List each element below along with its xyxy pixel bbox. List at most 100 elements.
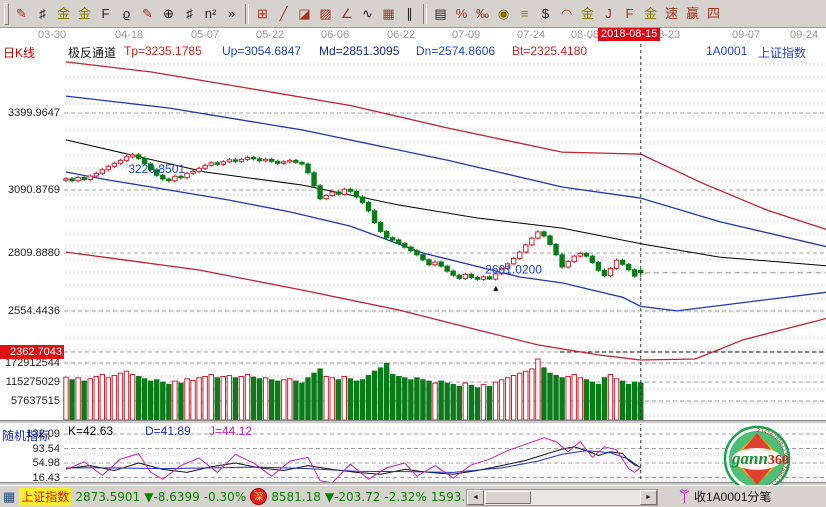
volume-axis-label: 172912544 — [4, 357, 60, 369]
permille-tool-icon[interactable]: ‰ — [476, 6, 489, 21]
symbol-code-label: 1A0001 — [706, 44, 748, 58]
draw-pen-tool-icon[interactable]: ✎ — [16, 6, 27, 21]
date-tick-label: 05-22 — [256, 29, 285, 41]
spiral-tool-icon[interactable]: ϱ — [122, 6, 131, 21]
scrollbar-thumb[interactable] — [485, 491, 531, 504]
kline-chart-canvas[interactable]: 3220.8501 2691.0200 ▲ — [0, 42, 826, 485]
win-line-tool-icon[interactable]: 赢 — [685, 6, 699, 21]
gann-wheel-tool-icon[interactable]: ⊕ — [163, 6, 174, 21]
kdj-d-value: D=41.89 — [145, 424, 191, 438]
toolbar-drag-handle[interactable] — [4, 2, 9, 25]
date-tick-label: 03-30 — [38, 29, 67, 41]
kdj-axis-label: 132.09 — [26, 428, 60, 440]
volume-kdj-separator — [0, 420, 826, 424]
volume-axis-label: 57637515 — [11, 395, 60, 407]
kdj-axis-label: 16.43 — [32, 471, 60, 484]
fan-box-tool-icon[interactable]: ◪ — [298, 6, 311, 21]
percent-retrace-tool-icon[interactable]: % — [455, 6, 468, 21]
highlighted-date-badge: 2018-08-15 — [598, 28, 661, 41]
antenna-icon — [679, 489, 690, 503]
shenzhen-seal-icon[interactable]: 深 — [250, 488, 268, 505]
channel-dn-value: Dn=2574.8606 — [416, 44, 496, 58]
j-angle-tool-icon[interactable]: J — [605, 6, 612, 21]
fibonacci-scale-tool-icon[interactable]: F — [101, 6, 110, 21]
price-annotation: 3220.8501 — [128, 162, 185, 176]
date-tick-label: 05-07 — [191, 29, 220, 41]
time-scale-tool-icon[interactable]: ♯ — [186, 6, 193, 21]
status-bar: ▦ 上证指数 2873.5901 ▼-8.6399 -0.30% 深 8581.… — [0, 485, 826, 507]
volume-axis-label: 115275029 — [5, 376, 60, 388]
fan-grid-tool-icon[interactable]: ▨ — [319, 6, 332, 21]
svg-text:gann360: gann360 — [731, 449, 789, 468]
volume-profile-tool-icon[interactable]: ▤ — [434, 6, 447, 21]
index-change-percent: -0.30% — [203, 489, 247, 504]
symbol-name-label: 上证指数 — [758, 46, 807, 60]
toolbar-separator — [423, 3, 427, 24]
four-line-tool-icon[interactable]: 四 — [706, 6, 720, 21]
date-axis: 09-24 09-07 08-23 08-08 07-24 07-09 06-22 06-06… — [0, 28, 826, 42]
f-angle-tool-icon[interactable]: F — [625, 6, 634, 21]
golden-scale-tool-icon[interactable]: 金 — [56, 6, 70, 21]
price-label-tool-icon[interactable]: $ — [541, 6, 550, 21]
horizontal-scrollbar[interactable]: ◄ ► — [466, 489, 658, 506]
kdj-j-value: J=44.12 — [209, 424, 253, 438]
date-tick-label: 07-24 — [517, 29, 546, 41]
angle-line-tool-icon[interactable]: ∠ — [340, 6, 353, 21]
gold-ray-tool-icon[interactable]: 金 — [643, 6, 657, 21]
index-last-value: 2873.5901 — [75, 489, 141, 504]
wave-tool-icon[interactable]: ∿ — [362, 6, 373, 21]
date-tick-label: 08-08 — [571, 29, 600, 41]
kdj-k-value: K=42.63 — [68, 424, 114, 438]
grid-tool-icon[interactable]: ▦ — [382, 6, 395, 21]
index-change-value: ▼-8.6399 — [144, 489, 200, 504]
gold-circle-tool-icon[interactable]: ◉ — [497, 6, 510, 21]
channel-bt-value: Bt=2325.4180 — [512, 44, 588, 58]
date-tick-label: 06-06 — [321, 29, 350, 41]
sz-change-percent: -2.32% — [384, 489, 427, 504]
date-tick-label: 07-09 — [452, 29, 481, 41]
date-tick-label: 09-24 — [790, 29, 819, 41]
low-point-marker: ▲ — [491, 283, 500, 293]
golden-angle-tool-icon[interactable]: 金 — [580, 6, 594, 21]
date-tick-label: 04-18 — [115, 29, 144, 41]
kdj-indicator-name: 随机指标 — [2, 429, 51, 443]
arc-tool-icon[interactable]: ◠ — [560, 6, 573, 21]
price-axis-label: 2554.4436 — [8, 305, 60, 317]
price-axis-highlight-label: 2362.7043 — [0, 345, 64, 359]
date-tick-label: 06-22 — [387, 29, 416, 41]
price-axis-label: 3399.9647 — [8, 107, 60, 119]
kdj-axis-label: 54.98 — [32, 457, 60, 469]
gold-lines-tool-icon[interactable]: ≡ — [520, 6, 529, 21]
chart-area: 3220.8501 2691.0200 ▲ 日K线 极反通道 Tp=3235.178… — [0, 42, 826, 493]
golden-scale-2-tool-icon[interactable]: 金 — [77, 6, 91, 21]
speed-line-tool-icon[interactable]: 速 — [664, 6, 678, 21]
channel-name-label: 极反通道 — [68, 46, 117, 60]
feed-mode-label[interactable]: 收1A0001分笔 — [694, 490, 772, 504]
scroll-left-button[interactable]: ◄ — [467, 490, 484, 505]
parallel-lines-tool-icon[interactable]: ∥ — [406, 6, 413, 21]
channel-md-value: Md=2851.3095 — [319, 44, 400, 58]
quote-grid-icon[interactable]: ▦ — [3, 488, 16, 504]
gann-scale-tool-icon[interactable]: ♯ — [39, 6, 46, 21]
sz-last-value: 8581.18 — [271, 489, 321, 504]
box-tool-icon[interactable]: ⊞ — [257, 6, 268, 21]
square-numbers-tool-icon[interactable]: n² — [204, 6, 217, 21]
logo-brand-number: 360 — [768, 453, 789, 468]
pane-label-daily-kline: 日K线 — [3, 46, 36, 60]
price-annotation: 2691.0200 — [485, 262, 542, 276]
gann-fan-tool-icon[interactable]: ╱ — [279, 6, 288, 21]
sz-change-value: ▼-203.72 — [324, 489, 381, 504]
kdj-axis-label: 93.54 — [32, 442, 60, 455]
scroll-right-button[interactable]: ► — [640, 490, 657, 505]
more-tools-chevron-icon[interactable]: » — [227, 6, 236, 21]
index-name-badge[interactable]: 上证指数 — [19, 488, 72, 505]
measure-pen-tool-icon[interactable]: ✎ — [142, 6, 153, 21]
channel-up-value: Up=3054.6847 — [222, 44, 302, 58]
logo-brand-text: gann — [731, 449, 768, 468]
date-tick-label: 09-07 — [732, 29, 761, 41]
gann360-logo: 2345678901234567890123456789 gann360 — [720, 424, 794, 499]
toolbar-separator — [245, 3, 249, 24]
price-axis-label: 2809.8880 — [8, 247, 60, 259]
